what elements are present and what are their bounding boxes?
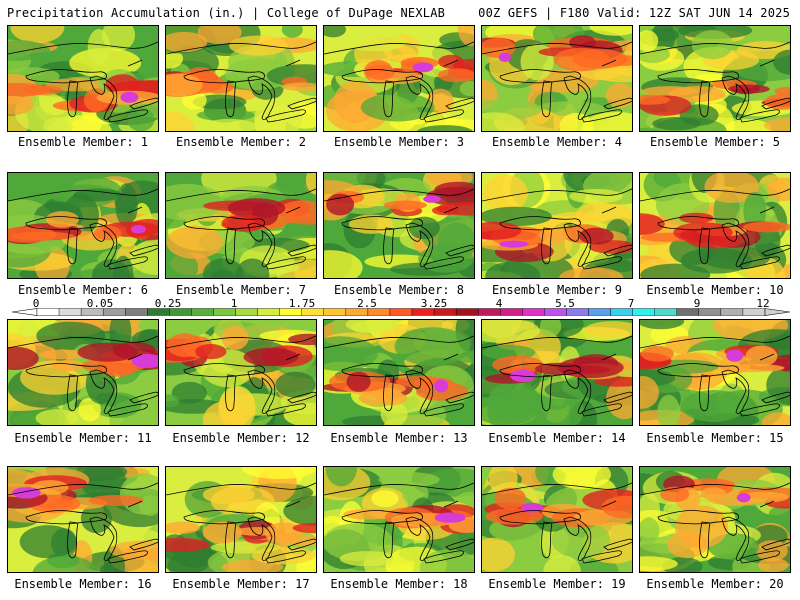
ensemble-member-label: Ensemble Member: 13 (330, 431, 468, 445)
ensemble-member-map (481, 319, 633, 426)
colorbar-tick-label: 5.5 (555, 297, 575, 310)
colorbar-tick-label: 1 (230, 297, 238, 310)
ensemble-member-label: Ensemble Member: 1 (17, 135, 149, 149)
ensemble-member-label: Ensemble Member: 8 (333, 283, 465, 297)
colorbar-swatch (323, 308, 347, 316)
colorbar-tick-label: 4 (495, 297, 503, 310)
ensemble-member-label: Ensemble Member: 6 (17, 283, 149, 297)
ensemble-member-map (165, 466, 317, 573)
colorbar-swatch (500, 308, 523, 316)
ensemble-member-map (639, 466, 791, 573)
ensemble-member-map (7, 319, 159, 426)
colorbar-swatch (654, 308, 677, 316)
colorbar-swatch (720, 308, 744, 316)
ensemble-member-label: Ensemble Member: 7 (175, 283, 307, 297)
colorbar-swatch (257, 308, 280, 316)
colorbar-swatch (632, 308, 655, 316)
ensemble-member-map (165, 319, 317, 426)
ensemble-member-label: Ensemble Member: 15 (646, 431, 784, 445)
ensemble-member-map (481, 466, 633, 573)
colorbar-swatch (36, 308, 60, 316)
colorbar-swatch (191, 308, 214, 316)
ensemble-member-map (165, 25, 317, 132)
colorbar-swatch (58, 308, 82, 316)
ensemble-member-label: Ensemble Member: 16 (14, 577, 152, 591)
ensemble-member-label: Ensemble Member: 4 (491, 135, 623, 149)
ensemble-member-map (639, 25, 791, 132)
colorbar-tick-label: 9 (693, 297, 701, 310)
ensemble-member-label: Ensemble Member: 12 (172, 431, 310, 445)
colorbar-swatch (235, 308, 258, 316)
colorbar-swatch (588, 308, 611, 316)
colorbar-tick-label: 0.25 (154, 297, 182, 310)
colorbar-swatch (389, 308, 413, 316)
colorbar-tick-label: 0.05 (86, 297, 114, 310)
ensemble-member-map (165, 172, 317, 279)
ensemble-member-map (639, 319, 791, 426)
ensemble-member-map (481, 172, 633, 279)
ensemble-member-label: Ensemble Member: 18 (330, 577, 468, 591)
ensemble-member-map (639, 172, 791, 279)
ensemble-member-map (323, 319, 475, 426)
ensemble-member-label: Ensemble Member: 5 (649, 135, 781, 149)
colorbar-swatch (698, 308, 722, 316)
ensemble-member-label: Ensemble Member: 3 (333, 135, 465, 149)
ensemble-member-map (323, 466, 475, 573)
ensemble-member-label: Ensemble Member: 9 (491, 283, 623, 297)
ensemble-member-map (323, 25, 475, 132)
colorbar-swatch (125, 308, 148, 316)
ensemble-member-map (481, 25, 633, 132)
ensemble-member-label: Ensemble Member: 19 (488, 577, 626, 591)
colorbar-swatch (455, 308, 479, 316)
precip-colorbar (12, 308, 790, 316)
colorbar-tick-label: 3.25 (420, 297, 448, 310)
ensemble-member-label: Ensemble Member: 14 (488, 431, 626, 445)
colorbar-swatch (522, 308, 545, 316)
colorbar-tick-label: 1.75 (288, 297, 316, 310)
chart-title: Precipitation Accumulation (in.) | Colle… (7, 6, 446, 20)
ensemble-member-map (7, 466, 159, 573)
colorbar-tick-label: 2.5 (357, 297, 377, 310)
ensemble-member-label: Ensemble Member: 20 (646, 577, 784, 591)
valid-time-label: 00Z GEFS | F180 Valid: 12Z SAT JUN 14 20… (478, 6, 790, 20)
ensemble-member-map (323, 172, 475, 279)
ensemble-member-label: Ensemble Member: 2 (175, 135, 307, 149)
colorbar-tick-label: 7 (627, 297, 635, 310)
ensemble-member-map (7, 172, 159, 279)
colorbar-tick-label: 12 (756, 297, 770, 310)
ensemble-member-label: Ensemble Member: 10 (646, 283, 784, 297)
ensemble-member-label: Ensemble Member: 11 (14, 431, 152, 445)
ensemble-member-map (7, 25, 159, 132)
ensemble-member-label: Ensemble Member: 17 (172, 577, 310, 591)
colorbar-tick-label: 0 (32, 297, 40, 310)
